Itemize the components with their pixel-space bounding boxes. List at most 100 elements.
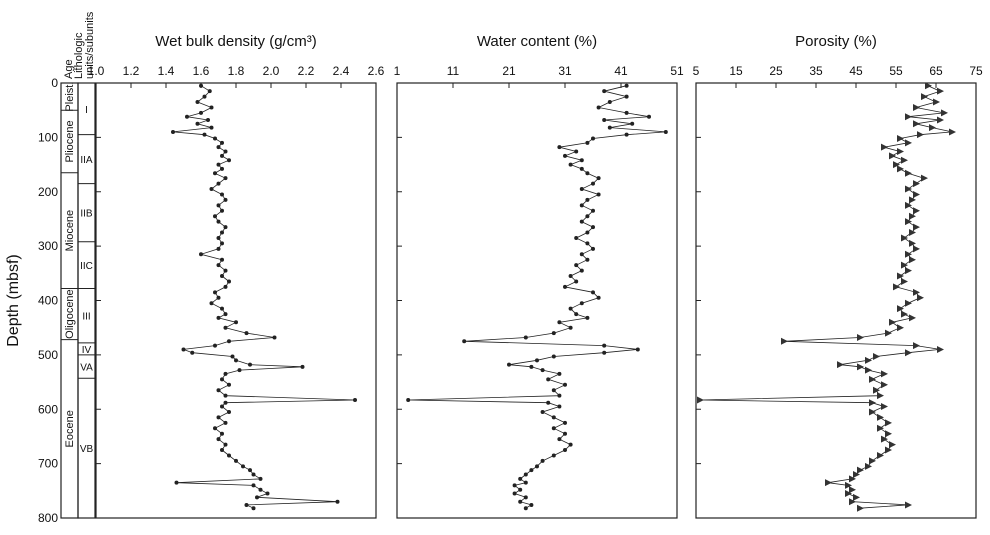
data-point bbox=[845, 481, 852, 489]
data-point bbox=[917, 294, 924, 302]
data-point bbox=[209, 105, 214, 110]
x-tick-label: 21 bbox=[502, 64, 516, 78]
data-point bbox=[647, 114, 651, 119]
data-point bbox=[849, 475, 856, 483]
data-point bbox=[585, 197, 590, 202]
data-point bbox=[241, 464, 245, 469]
y-tick-label: 100 bbox=[38, 130, 58, 144]
data-point bbox=[568, 306, 573, 311]
y-tick-label: 300 bbox=[38, 239, 58, 253]
data-point bbox=[921, 174, 928, 182]
data-point bbox=[881, 435, 888, 443]
data-point bbox=[905, 299, 912, 307]
x-tick-label: 1.6 bbox=[193, 64, 210, 78]
data-point bbox=[630, 121, 635, 126]
data-point bbox=[602, 89, 607, 94]
data-point bbox=[546, 377, 551, 382]
data-point bbox=[523, 335, 528, 340]
data-point bbox=[518, 499, 523, 504]
data-point bbox=[857, 504, 864, 512]
data-point bbox=[220, 257, 224, 262]
data-point bbox=[909, 239, 916, 247]
age-label: Miocene bbox=[64, 210, 76, 252]
x-tick-label: 55 bbox=[889, 64, 903, 78]
data-point bbox=[216, 246, 221, 251]
data-point bbox=[220, 377, 224, 382]
data-point bbox=[223, 312, 228, 317]
x-tick-label: 1.8 bbox=[228, 64, 245, 78]
data-point bbox=[885, 446, 892, 454]
data-point bbox=[885, 419, 892, 427]
data-point bbox=[540, 458, 545, 463]
data-point bbox=[223, 371, 228, 376]
data-point bbox=[877, 392, 884, 400]
panel-frame bbox=[695, 82, 977, 519]
data-point bbox=[512, 491, 517, 496]
data-point bbox=[909, 196, 916, 204]
data-point bbox=[557, 320, 562, 325]
data-point bbox=[216, 263, 221, 268]
unit-label: IIC bbox=[80, 261, 93, 272]
data-point bbox=[523, 506, 528, 511]
data-point bbox=[881, 370, 888, 378]
data-point bbox=[563, 284, 567, 289]
data-point bbox=[624, 110, 629, 115]
data-point bbox=[529, 502, 534, 507]
data-point bbox=[913, 207, 920, 215]
data-point bbox=[913, 103, 920, 111]
data-point bbox=[209, 125, 214, 130]
data-point bbox=[244, 502, 249, 507]
data-point bbox=[897, 305, 904, 313]
data-point bbox=[591, 181, 595, 186]
data-point bbox=[216, 181, 221, 186]
unit-label: VB bbox=[80, 444, 94, 455]
data-point bbox=[216, 388, 221, 393]
data-point bbox=[568, 274, 573, 279]
data-point bbox=[901, 234, 908, 242]
unit-label: IV bbox=[82, 345, 92, 356]
data-point bbox=[563, 431, 567, 436]
data-point bbox=[905, 113, 912, 121]
y-axis-group: Depth (mbsf) 0 100 200 300 400 500 600 700 800 bbox=[5, 76, 58, 525]
data-point bbox=[889, 152, 896, 160]
y-axis-label: Depth (mbsf) bbox=[5, 254, 22, 346]
data-point bbox=[551, 331, 556, 336]
data-point bbox=[905, 185, 912, 193]
y-tick-label: 500 bbox=[38, 348, 58, 362]
data-point bbox=[557, 404, 562, 409]
data-point bbox=[845, 490, 852, 498]
panel-title: Water content (%) bbox=[477, 33, 597, 50]
data-point bbox=[220, 230, 224, 235]
data-point bbox=[523, 472, 528, 477]
data-point bbox=[563, 420, 567, 425]
data-point bbox=[568, 442, 573, 447]
unit-label: III bbox=[82, 312, 90, 323]
units-header-line: Lithologic bbox=[73, 32, 85, 79]
x-tick-label: 5 bbox=[693, 64, 700, 78]
data-point bbox=[635, 347, 640, 352]
data-point bbox=[199, 252, 203, 257]
data-point bbox=[557, 145, 562, 150]
panel-title: Porosity (%) bbox=[795, 33, 877, 50]
data-point bbox=[602, 343, 607, 348]
age-label: Pleist. bbox=[64, 82, 76, 112]
data-point bbox=[574, 235, 579, 240]
x-tick-label: 35 bbox=[809, 64, 823, 78]
data-point bbox=[551, 415, 556, 420]
data-point bbox=[913, 223, 920, 231]
data-point bbox=[949, 128, 956, 136]
age-label: Pliocene bbox=[64, 120, 76, 162]
data-point bbox=[216, 145, 221, 150]
unit-label: I bbox=[85, 105, 88, 116]
data-point bbox=[873, 386, 880, 394]
data-point bbox=[216, 219, 221, 224]
age-header: Age bbox=[63, 59, 75, 79]
x-tick-label: 2.6 bbox=[368, 64, 385, 78]
data-point bbox=[579, 158, 584, 163]
data-point bbox=[223, 268, 228, 273]
data-point bbox=[937, 345, 944, 353]
y-tick-label: 400 bbox=[38, 294, 58, 308]
data-point bbox=[540, 368, 545, 373]
data-point bbox=[227, 339, 231, 344]
data-point bbox=[507, 362, 511, 367]
